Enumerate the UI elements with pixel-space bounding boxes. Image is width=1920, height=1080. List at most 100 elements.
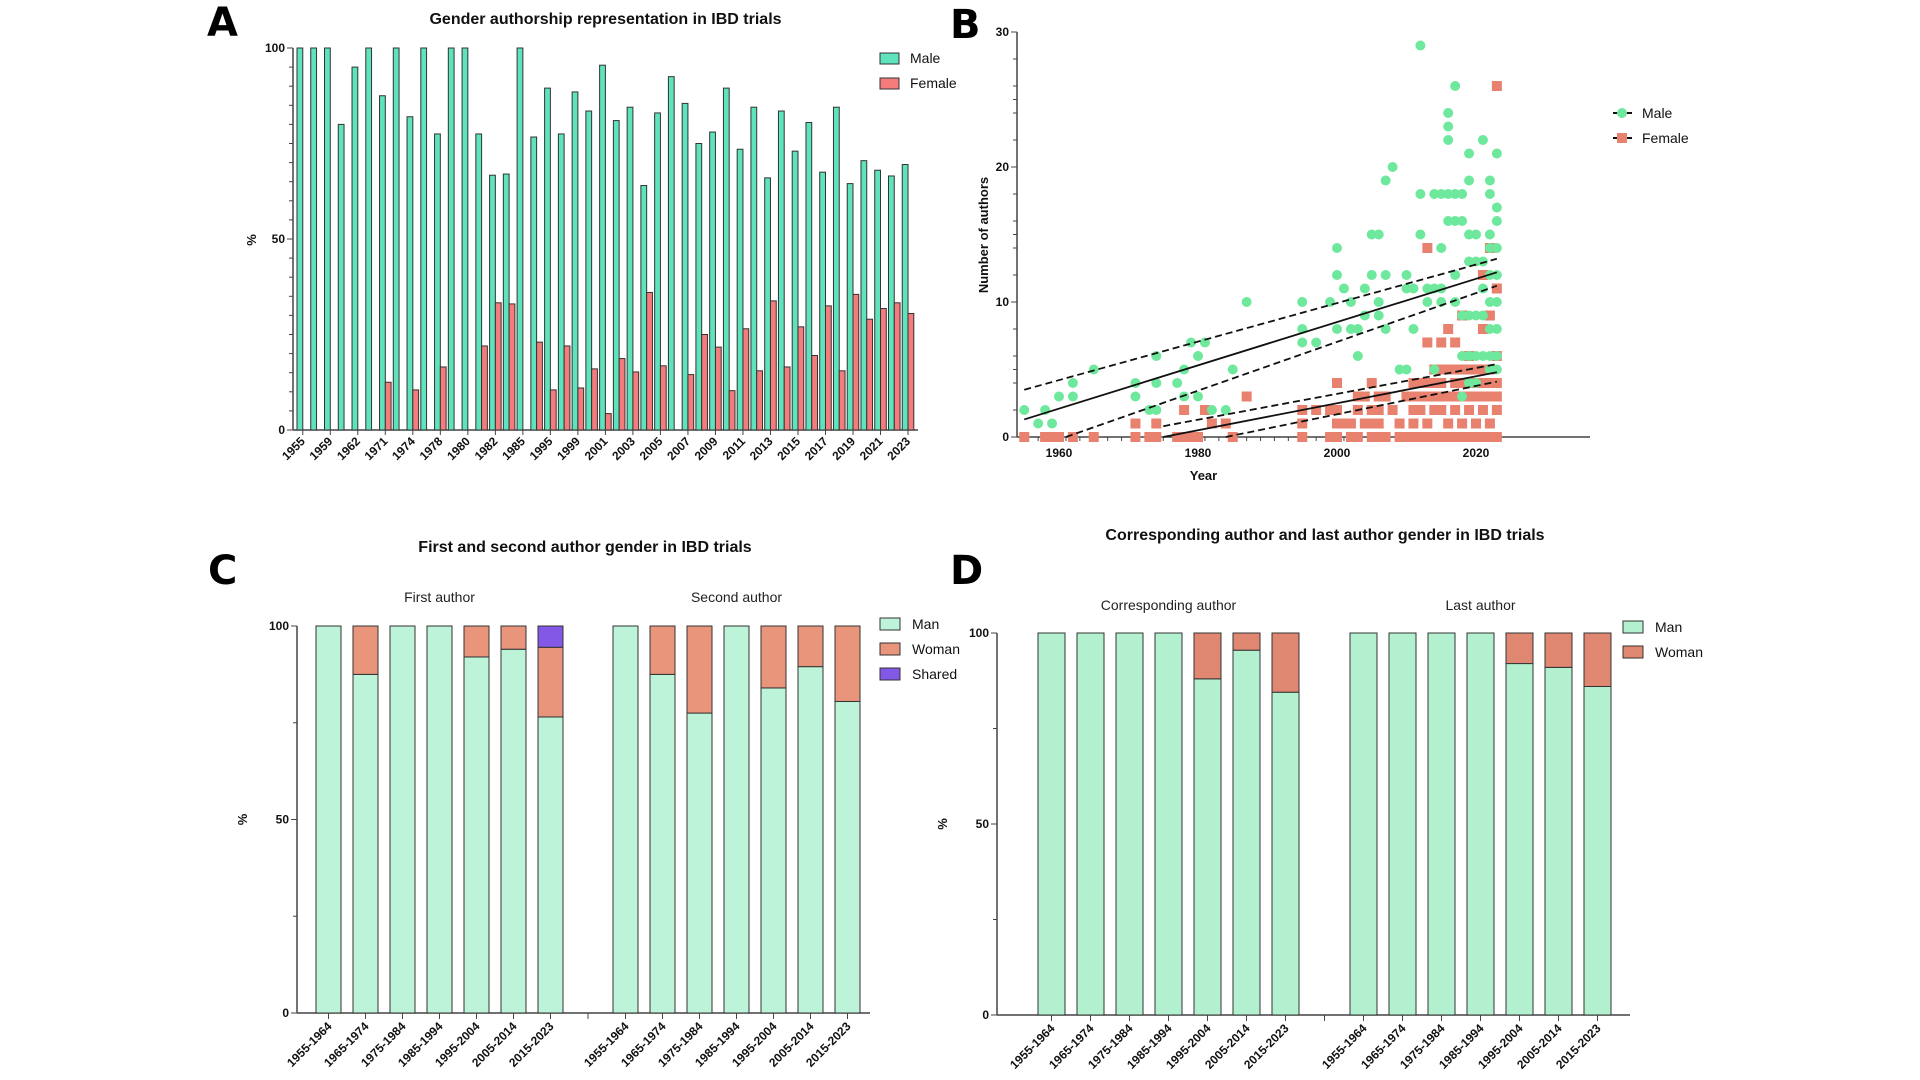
chart-b-point-female: [1450, 405, 1461, 415]
chart-a-bar-male: [819, 171, 826, 431]
chart-a-legend-label-male: Male: [910, 50, 941, 66]
chart-b-point-male: [1401, 283, 1412, 294]
chart-d-bar-man: [1232, 649, 1261, 1016]
chart-b-point-male: [1019, 405, 1030, 415]
chart-b-point-female: [1415, 432, 1426, 442]
chart-b-point-female: [1450, 364, 1461, 375]
chart-b-point-female: [1088, 432, 1099, 442]
chart-b-point-female: [1491, 432, 1502, 442]
chart-b-point-male: [1067, 378, 1078, 388]
chart-a-bar-male: [901, 164, 909, 431]
chart-b-point-male: [1477, 351, 1488, 361]
chart-b-point-female: [1366, 378, 1377, 388]
chart-b-point-male: [1415, 40, 1426, 51]
chart-d-y-tick-label: 100: [969, 626, 989, 640]
chart-c-legend-label-shared: Shared: [912, 666, 957, 682]
chart-b-point-male: [1332, 243, 1342, 253]
chart-b-point-female: [1332, 418, 1342, 429]
chart-b-point-female: [1422, 418, 1433, 429]
chart-b-point-female: [1040, 432, 1051, 442]
chart-a-bar-male: [681, 102, 689, 431]
chart-a-bar-female: [687, 374, 695, 431]
chart-b-point-male: [1373, 310, 1384, 321]
chart-b-point-female: [1366, 405, 1377, 415]
chart-b-x-tick-label: 2020: [1463, 446, 1490, 460]
chart-b-point-male: [1457, 391, 1468, 402]
chart-c-bar-man: [352, 673, 379, 1014]
chart-c-bar-man: [315, 625, 342, 1014]
chart-a-x-tick-label: 2003: [609, 434, 638, 463]
chart-b-point-female: [1471, 418, 1481, 429]
chart-a-bar-male: [461, 47, 469, 431]
chart-a-bar-male: [324, 47, 331, 431]
chart-b-point-male: [1450, 189, 1461, 199]
chart-b-point-male: [1408, 324, 1419, 334]
chart-b-point-female: [1373, 432, 1384, 442]
chart-a-bar-female: [866, 318, 874, 431]
chart-c-bar-woman: [649, 625, 676, 675]
chart-b-point-female: [1179, 432, 1190, 442]
chart-a-bar-male: [296, 47, 304, 431]
chart-a-bar-female: [481, 345, 488, 431]
chart-a-bar-female: [618, 358, 626, 431]
chart-d-bar-man: [1115, 632, 1144, 1016]
chart-a-bar-female: [797, 326, 805, 431]
chart-c-bar-man: [500, 648, 527, 1014]
chart-b-point-female: [1345, 432, 1356, 442]
chart-b-point-female: [1464, 391, 1475, 402]
chart-b-point-female: [1484, 418, 1495, 429]
chart-b-point-female: [1477, 391, 1488, 402]
chart-d-title: Corresponding author and last author gen…: [1105, 527, 1544, 544]
chart-b-point-male: [1491, 351, 1502, 361]
chart-b-point-male: [1067, 391, 1078, 402]
chart-c-legend-swatch-man: [879, 617, 901, 631]
chart-a-bar-female: [783, 366, 791, 431]
chart-b-point-male: [1193, 351, 1203, 361]
chart-a-bar-female: [907, 312, 915, 431]
chart-d-bar-man: [1076, 632, 1105, 1016]
chart-d-bar-woman: [1583, 632, 1612, 687]
chart-b-point-female: [1019, 432, 1030, 442]
chart-b-point-male: [1415, 189, 1426, 199]
chart-b-point-female: [1345, 418, 1356, 429]
chart-b-point-female: [1464, 405, 1475, 415]
chart-b-point-male: [1199, 337, 1210, 348]
chart-d-group-label: Last author: [1445, 597, 1515, 613]
chart-b-fit-male: [1023, 271, 1498, 421]
chart-d-bar-man: [1193, 678, 1222, 1016]
chart-a-bar-male: [832, 106, 840, 431]
chart-b-ci-lower-male: [1065, 284, 1498, 438]
chart-c-bar-man: [649, 673, 676, 1014]
chart-c-legend-swatch-shared: [879, 667, 901, 681]
chart-c-bar-woman: [686, 625, 713, 714]
chart-b-point-female: [1325, 432, 1336, 442]
chart-b-point-female: [1429, 391, 1440, 402]
chart-b-point-male: [1151, 405, 1162, 415]
chart-a-x-tick-label: 2011: [720, 434, 749, 463]
chart-b-point-male: [1443, 189, 1454, 199]
chart-b-point-female: [1477, 432, 1488, 442]
chart-a-bar-female: [412, 389, 420, 431]
chart-b-point-female: [1422, 391, 1433, 402]
chart-b-point-male: [1033, 418, 1044, 429]
chart-a-x-tick-label: 2017: [802, 434, 831, 463]
chart-b-point-female: [1484, 391, 1495, 402]
chart-c-bar-man: [612, 625, 639, 1014]
chart-b-point-male: [1436, 243, 1447, 253]
chart-b-point-male: [1491, 324, 1502, 334]
chart-d-group-label: Corresponding author: [1101, 597, 1237, 613]
panel-label-a: A: [207, 0, 238, 46]
chart-b-point-female: [1387, 405, 1398, 415]
chart-b-point-male: [1491, 202, 1502, 213]
chart-c-bar-man: [389, 625, 416, 1014]
chart-b-point-male: [1464, 256, 1475, 267]
chart-b-point-female: [1408, 432, 1419, 442]
chart-a-x-tick-label: 2015: [774, 434, 803, 463]
chart-b-point-female: [1443, 432, 1454, 442]
chart-b-point-female: [1206, 418, 1217, 429]
chart-b-point-male: [1491, 270, 1502, 280]
chart-b-point-female: [1047, 432, 1058, 442]
chart-c-bar-man: [760, 687, 787, 1014]
chart-a-bar-female: [880, 308, 887, 431]
chart-b-point-female: [1332, 432, 1342, 442]
